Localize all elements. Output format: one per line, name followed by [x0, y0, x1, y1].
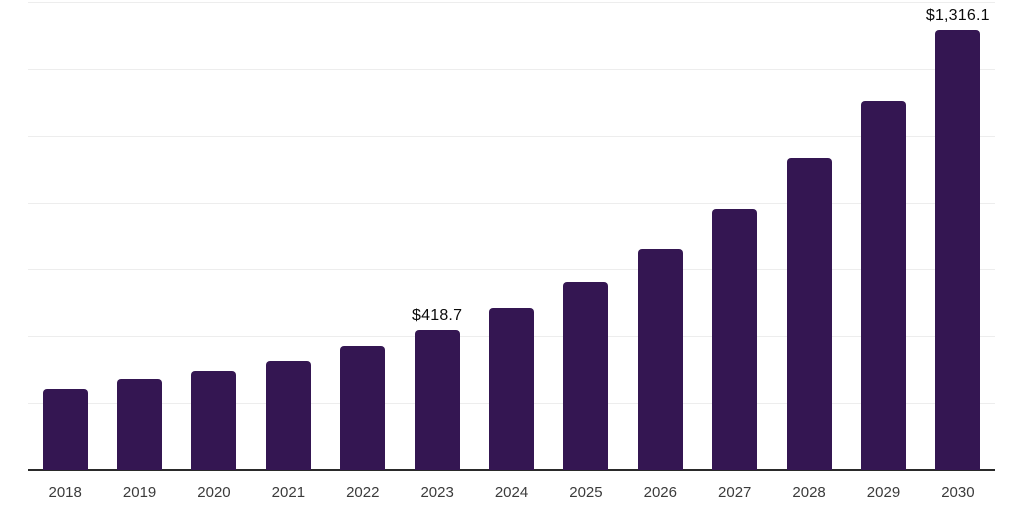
x-axis-line [28, 469, 995, 471]
bar-2025 [563, 281, 609, 470]
x-tick-2026: 2026 [643, 484, 677, 501]
x-tick-2019: 2019 [122, 484, 157, 501]
bar-2019 [117, 378, 163, 470]
bar-2029 [860, 100, 906, 470]
x-axis-tick-labels: 2018 2019 2020 2021 2022 2023 2024 2025 2026 2027… [28, 483, 995, 503]
bar-2030 [935, 30, 981, 470]
gridline [28, 202, 995, 204]
bar-2027 [712, 209, 758, 470]
gridline [28, 2, 995, 3]
x-tick-2027: 2027 [718, 484, 752, 501]
gridline [28, 135, 995, 137]
x-tick-2022: 2022 [346, 484, 380, 501]
bar-2021 [265, 361, 311, 470]
x-tick-2020: 2020 [197, 484, 231, 501]
gridline [28, 269, 995, 271]
bar-2026 [637, 249, 683, 470]
bar-2028 [786, 157, 832, 470]
bar-2023 [414, 330, 460, 470]
x-tick-2018: 2018 [48, 484, 82, 501]
bar-2024 [489, 308, 534, 470]
x-tick-2025: 2025 [569, 484, 603, 501]
x-tick-2029: 2029 [866, 484, 901, 501]
bar-2022 [340, 346, 386, 470]
data-label-2023: $418.7 [412, 307, 463, 325]
x-tick-2024: 2024 [494, 484, 529, 501]
bar-2020 [191, 370, 237, 470]
x-tick-2028: 2028 [792, 484, 826, 501]
x-tick-2021: 2021 [271, 484, 306, 501]
x-tick-2023: 2023 [420, 484, 454, 501]
data-label-2030: $1,316.1 [925, 7, 990, 25]
bar-2018 [42, 388, 88, 470]
x-tick-2030: 2030 [941, 484, 975, 501]
plot-area: $418.7 $1,316.1 [28, 2, 995, 471]
gridline [28, 68, 995, 70]
